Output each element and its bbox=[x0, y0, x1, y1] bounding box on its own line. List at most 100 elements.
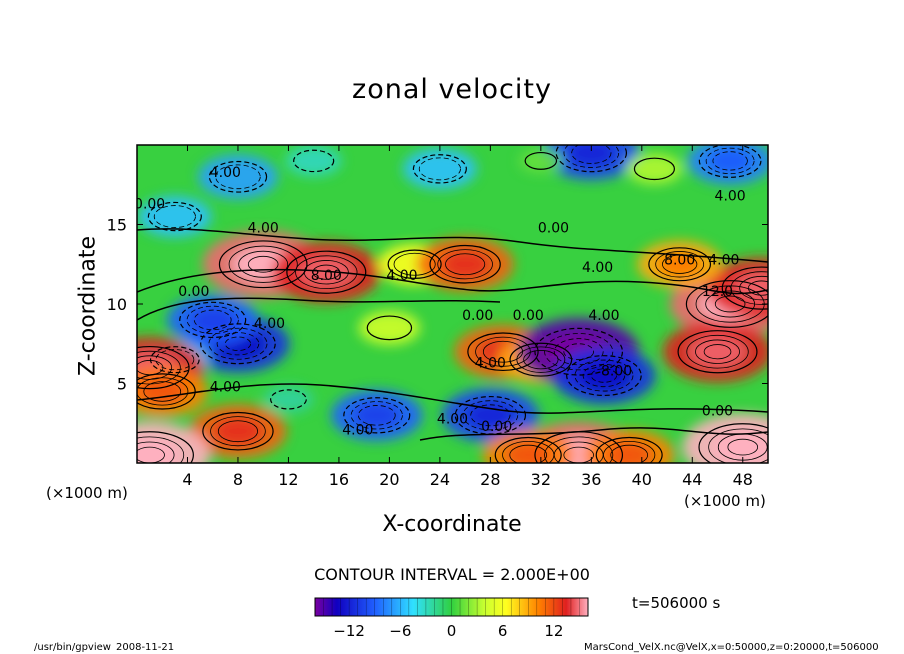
field-core-21 bbox=[733, 271, 768, 305]
contour-label-14: 4.00 bbox=[342, 422, 373, 438]
contour-6-1 bbox=[228, 245, 298, 283]
contour-23-3 bbox=[727, 438, 759, 456]
x-tick-label-6: 28 bbox=[480, 470, 500, 489]
contour-7-2 bbox=[303, 260, 349, 285]
contour-11-0 bbox=[467, 332, 539, 372]
contour-12-0 bbox=[509, 342, 573, 377]
contour-5-0 bbox=[202, 411, 274, 451]
contour-label-22: 4.00 bbox=[715, 189, 746, 205]
contour-4-2 bbox=[143, 381, 182, 402]
contour-14-2 bbox=[553, 338, 604, 366]
contour-6-0 bbox=[218, 240, 308, 289]
x-tick-label-4: 20 bbox=[379, 470, 399, 489]
contour-label-16: 0.00 bbox=[481, 419, 512, 435]
x-tick-label-11: 48 bbox=[733, 470, 753, 489]
contour-30-1 bbox=[705, 147, 755, 175]
contour-33-0 bbox=[524, 151, 558, 170]
contour-23-0 bbox=[698, 423, 768, 463]
contour-16-1 bbox=[544, 436, 614, 463]
contour-4-0 bbox=[137, 373, 196, 410]
colorbar-tick-label-2: 0 bbox=[447, 622, 457, 640]
contour-6-2 bbox=[238, 250, 289, 278]
contour-17-1 bbox=[502, 440, 555, 463]
field-core-30 bbox=[708, 148, 753, 174]
zero-contour-0 bbox=[137, 228, 768, 263]
field-core-25 bbox=[353, 401, 401, 429]
x-tick-label-0: 4 bbox=[182, 470, 192, 489]
contour-label-15: 4.00 bbox=[437, 411, 468, 427]
time-label: t=506000 s bbox=[632, 594, 721, 612]
contour-20-1 bbox=[686, 334, 749, 369]
field-feature-27 bbox=[198, 154, 278, 199]
field-core-13 bbox=[465, 400, 516, 430]
field-core-1 bbox=[189, 306, 237, 334]
contour-9-2 bbox=[445, 253, 486, 276]
contour-label-13: 8.00 bbox=[601, 364, 632, 380]
contour-9-0 bbox=[429, 244, 501, 284]
x-axis-label: X-coordinate bbox=[382, 512, 522, 537]
field-core-20 bbox=[689, 335, 746, 368]
contour-15-1 bbox=[574, 359, 634, 392]
contour-8-1 bbox=[393, 252, 436, 276]
contour-18-2 bbox=[610, 444, 649, 463]
contour-label-12: 4.00 bbox=[582, 260, 613, 276]
x-tick-label-2: 12 bbox=[278, 470, 298, 489]
footer-file-info: MarsCond_VelX.nc@VelX,x=0:50000,z=0:2000… bbox=[584, 642, 879, 653]
contour-17-2 bbox=[509, 444, 548, 463]
y-axis-label: Z-coordinate bbox=[75, 236, 101, 376]
y-tick-label-0: 5 bbox=[117, 375, 127, 394]
contour-32-0 bbox=[293, 149, 335, 173]
contour-31-0 bbox=[147, 201, 202, 232]
contour-7-1 bbox=[295, 255, 358, 289]
contour-24-0 bbox=[137, 431, 194, 463]
contour-14-1 bbox=[544, 333, 614, 371]
contour-label-11: 4.00 bbox=[588, 308, 619, 324]
x-tick-label-1: 8 bbox=[233, 470, 243, 489]
contour-label-8: 0.00 bbox=[462, 308, 493, 324]
z-unit-label: (×1000 m) bbox=[46, 484, 128, 502]
contour-1-1 bbox=[186, 305, 239, 335]
contour-7-0 bbox=[286, 250, 367, 294]
contour-4-1 bbox=[137, 377, 189, 406]
contour-6-3 bbox=[247, 255, 279, 273]
contour-0-0 bbox=[200, 323, 276, 365]
contour-27-0 bbox=[208, 160, 268, 193]
contour-15-2 bbox=[582, 364, 626, 388]
contour-20-2 bbox=[695, 339, 740, 364]
contour-15-0 bbox=[566, 355, 642, 397]
chart-title: zonal velocity bbox=[352, 74, 552, 105]
contour-9-1 bbox=[437, 249, 493, 280]
contour-lines bbox=[137, 145, 768, 463]
contour-5-2 bbox=[217, 420, 259, 443]
contour-20-0 bbox=[677, 330, 758, 374]
contour-28-0 bbox=[412, 154, 467, 184]
contour-13-2 bbox=[470, 404, 511, 427]
contour-label-21: 4.00 bbox=[708, 252, 739, 268]
x-tick-label-7: 32 bbox=[531, 470, 551, 489]
contour-label-20: 8.00 bbox=[664, 252, 695, 268]
x-tick-label-9: 40 bbox=[632, 470, 652, 489]
contour-label-17: 0.00 bbox=[538, 220, 569, 236]
contour-31-1 bbox=[153, 205, 196, 228]
contour-label-5: 8.00 bbox=[311, 268, 342, 284]
contour-label-0: 4.00 bbox=[210, 165, 241, 181]
contour-14-0 bbox=[534, 327, 624, 376]
field-core-24 bbox=[137, 437, 181, 463]
contour-22-0 bbox=[648, 247, 712, 282]
contour-1-0 bbox=[179, 301, 247, 339]
contour-0-1 bbox=[208, 327, 268, 360]
field-core-9 bbox=[439, 249, 491, 279]
contour-label-19: 4.00 bbox=[475, 356, 506, 372]
contour-25-0 bbox=[343, 397, 411, 434]
contour-27-1 bbox=[215, 164, 261, 190]
contour-1-2 bbox=[193, 309, 232, 331]
contour-29-0 bbox=[555, 145, 628, 173]
contour-label-3: 0.00 bbox=[178, 284, 209, 300]
contour-label-7: 4.00 bbox=[210, 379, 241, 395]
zero-contour-1 bbox=[137, 268, 768, 295]
field-core-18 bbox=[605, 441, 653, 463]
contour-25-1 bbox=[350, 401, 403, 430]
contour-2-0 bbox=[149, 346, 200, 374]
contour-18-1 bbox=[603, 440, 656, 463]
